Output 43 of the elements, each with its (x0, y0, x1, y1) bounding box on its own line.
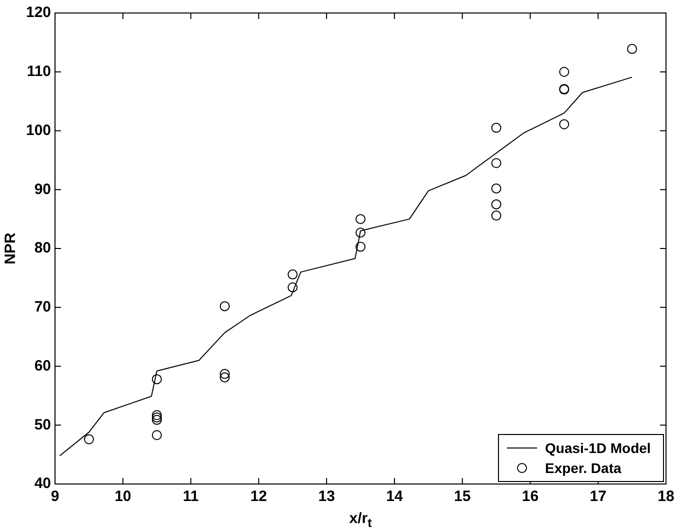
y-tick-label: 120 (26, 4, 52, 22)
point (491, 158, 502, 168)
point (152, 430, 162, 440)
point (491, 122, 502, 133)
point (491, 183, 502, 194)
point (491, 210, 502, 221)
point (220, 368, 230, 379)
x-tick-label: 13 (318, 488, 335, 506)
x-tick-label: 12 (250, 488, 268, 506)
x-tick-label: 11 (182, 488, 199, 506)
point (627, 44, 638, 54)
x-tick-label: 14 (386, 488, 404, 506)
point (491, 199, 502, 210)
point (220, 372, 230, 382)
point (84, 434, 94, 444)
y-tick-label: 50 (34, 416, 52, 434)
y-tick-label: 110 (26, 63, 52, 80)
point (288, 282, 298, 292)
y-tick-label: 40 (34, 475, 52, 492)
point (152, 414, 162, 425)
legend-label: Quasi-1D Model (545, 440, 651, 456)
x-tick-label: 18 (658, 488, 674, 506)
y-tick-label: 100 (26, 122, 52, 139)
legend-label: Exper. Data (545, 460, 622, 476)
point (559, 119, 570, 130)
y-tick-label: 80 (34, 240, 52, 257)
y-axis-title: NPR (2, 232, 20, 264)
point (152, 374, 162, 384)
point (559, 66, 570, 77)
point (220, 301, 230, 312)
x-tick-label: 9 (50, 488, 60, 506)
x-tick-label: 15 (454, 488, 471, 506)
point (356, 228, 366, 238)
point (356, 242, 366, 252)
point (356, 214, 366, 224)
y-tick-label: 60 (34, 357, 52, 374)
point (288, 269, 298, 280)
x-tick-label: 17 (590, 488, 606, 506)
y-tick-label: 90 (34, 180, 52, 198)
x-axis-title: x/r$_{t}$ (348, 510, 373, 530)
x-tick-label: 10 (114, 488, 132, 506)
x-tick-label: 16 (522, 488, 539, 506)
y-tick-label: 70 (34, 298, 52, 316)
